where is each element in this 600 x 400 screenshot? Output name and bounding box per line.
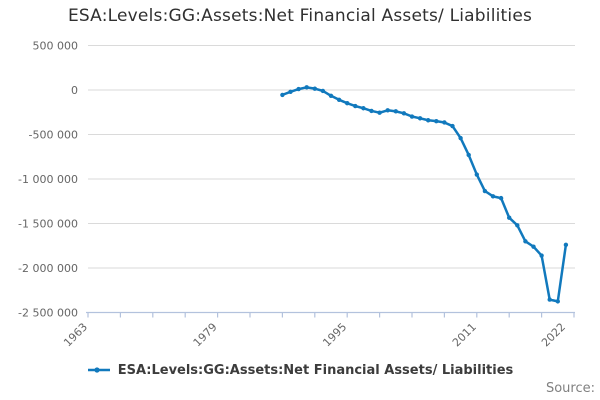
svg-text:0: 0 [71,84,78,97]
legend-line-marker-icon [87,367,110,373]
legend-label: ESA:Levels:GG:Assets:Net Financial Asset… [117,362,514,378]
data-series-line[interactable] [280,85,569,304]
line-chart: 500 000 0 -500 000 -1 000 000 -1 500 000 -2 0… [18,40,575,350]
svg-text:-2 000 000: -2 000 000 [18,262,78,275]
chart-title: ESA:Levels:GG:Assets:Net Financial Asset… [67,6,533,26]
svg-text:1963: 1963 [61,320,90,349]
svg-text:500 000: 500 000 [33,40,79,53]
x-axis [86,311,575,318]
svg-text:1995: 1995 [320,320,349,349]
gridlines [88,45,575,313]
source-label: Source: [545,381,595,396]
svg-text:-2 500 000: -2 500 000 [18,307,78,320]
svg-text:2011: 2011 [450,320,479,349]
svg-text:-500 000: -500 000 [29,129,78,142]
svg-text:-1 000 000: -1 000 000 [18,173,78,186]
svg-text:2022: 2022 [539,320,568,349]
svg-text:-1 500 000: -1 500 000 [18,218,78,231]
axis-tick-labels: 500 000 0 -500 000 -1 000 000 -1 500 000 -2 0… [18,40,568,350]
legend[interactable]: ESA:Levels:GG:Assets:Net Financial Asset… [0,360,600,380]
svg-text:1979: 1979 [191,320,220,349]
